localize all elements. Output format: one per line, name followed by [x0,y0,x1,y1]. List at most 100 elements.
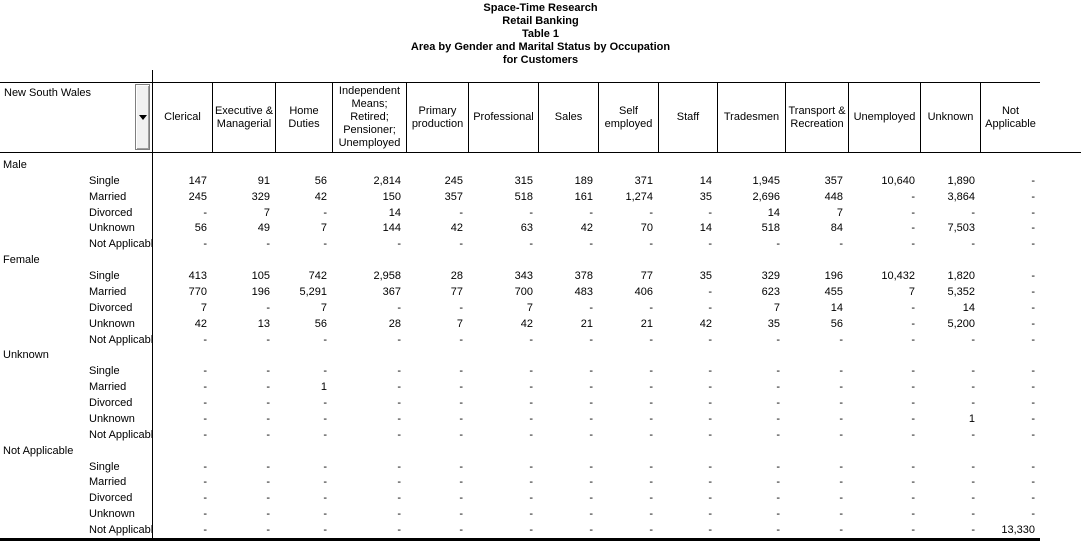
value-cell: - [649,492,653,505]
value-cell: 7 [836,206,843,219]
value-cell: - [266,301,270,314]
value-cell: 7 [908,285,915,298]
value-cell: - [323,476,327,489]
value-cell: - [1031,381,1035,394]
row-label: Unknown [89,222,135,235]
value-cell: - [911,476,915,489]
column-header: Not Applicable [980,83,1040,152]
row-label: Unknown [89,412,135,425]
table-row: Unknown - - - - - - - - - - - - - - [0,506,1040,522]
table-row: Single 147 91 56 2,814 245 315 189 371 14 1,945 357… [0,173,1040,189]
value-cell: - [839,460,843,473]
value-cell: 147 [188,174,207,187]
value-cell: - [266,492,270,505]
value-cell: 10,640 [881,174,915,187]
value-cell: - [203,238,207,251]
value-cell: - [459,492,463,505]
value-cell: - [911,460,915,473]
row-label: Divorced [89,492,133,505]
value-cell: 42 [699,317,712,330]
value-cell: - [589,365,593,378]
value-cell: - [266,238,270,251]
label-column-divider [152,70,153,538]
value-cell: 329 [761,270,780,283]
value-cell: 196 [824,270,843,283]
value-cell: 91 [257,174,270,187]
value-cell: - [589,412,593,425]
value-cell: 21 [640,317,653,330]
row-label: Single [89,174,120,187]
value-cell: - [266,333,270,346]
column-header: Professional [468,83,538,152]
title-line-5: for Customers [502,54,579,66]
value-cell: - [649,397,653,410]
value-cell: - [529,476,533,489]
value-cell: - [529,492,533,505]
column-header: Self employed [598,83,658,152]
value-cell: - [649,460,653,473]
value-cell: 455 [824,285,843,298]
value-cell: - [1031,365,1035,378]
value-cell: 2,958 [373,270,401,283]
value-cell: 5,352 [947,285,975,298]
value-cell: - [323,365,327,378]
value-cell: - [1031,190,1035,203]
value-cell: 518 [514,190,533,203]
value-cell: 42 [520,317,533,330]
value-cell: 5,200 [947,317,975,330]
value-cell: - [708,476,712,489]
value-cell: - [323,524,327,537]
value-cell: - [459,508,463,521]
value-cell: - [649,301,653,314]
value-cell: - [971,238,975,251]
value-cell: 371 [634,174,653,187]
table-row: Married 770 196 5,291 367 77 700 483 406 - 623 455 7… [0,284,1040,300]
value-cell: 77 [640,270,653,283]
column-header: Independent Means; Retired; Pensioner; U… [332,83,406,152]
value-cell: - [323,460,327,473]
column-header: Staff [658,83,717,152]
value-cell: - [589,508,593,521]
area-dropdown-button[interactable] [135,84,150,150]
value-cell: - [266,412,270,425]
value-cell: 7 [263,206,270,219]
row-label: Unknown [89,508,135,521]
value-cell: - [649,476,653,489]
value-cell: - [589,333,593,346]
value-cell: - [1031,508,1035,521]
value-cell: - [266,428,270,441]
value-cell: - [911,333,915,346]
value-cell: 28 [450,270,463,283]
value-cell: - [839,428,843,441]
value-cell: - [776,412,780,425]
value-cell: 13 [257,317,270,330]
value-cell: - [911,381,915,394]
value-cell: - [589,301,593,314]
value-cell: - [1031,476,1035,489]
value-cell: 196 [251,285,270,298]
value-cell: - [649,238,653,251]
value-cell: - [708,492,712,505]
value-cell: - [397,508,401,521]
value-cell: - [971,397,975,410]
group-row: Unknown [0,348,1040,364]
column-header: Sales [538,83,598,152]
value-cell: 7 [456,317,463,330]
value-cell: 70 [640,222,653,235]
row-label: Single [89,270,120,283]
value-cell: - [589,524,593,537]
value-cell: - [1031,412,1035,425]
column-header: Transport & Recreation [785,83,848,152]
value-cell: 189 [574,174,593,187]
row-label: Married [89,190,127,203]
value-cell: - [776,460,780,473]
value-cell: - [911,206,915,219]
value-cell: 144 [382,222,401,235]
value-cell: - [459,412,463,425]
value-cell: - [911,412,915,425]
value-cell: 14 [830,301,843,314]
value-cell: 448 [824,190,843,203]
value-cell: 56 [314,317,327,330]
value-cell: - [529,412,533,425]
